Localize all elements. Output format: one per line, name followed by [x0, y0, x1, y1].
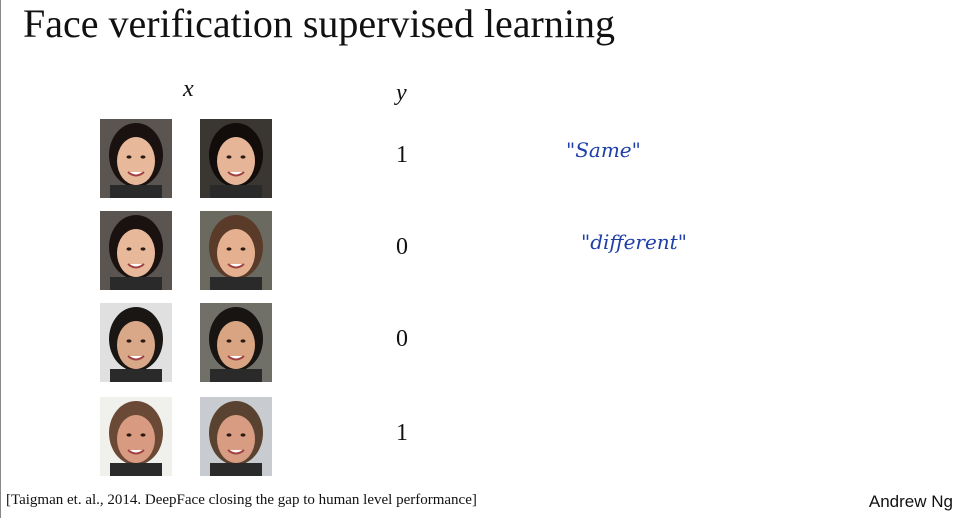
x-header: x — [183, 76, 194, 102]
face-photo — [100, 397, 172, 476]
face-photo — [200, 119, 272, 198]
annotation: "different" — [581, 230, 687, 254]
citation: [Taigman et. al., 2014. DeepFace closing… — [6, 492, 477, 508]
face-photo — [200, 303, 272, 382]
face-photo — [200, 211, 272, 290]
title: Face verification supervised learning — [23, 1, 615, 46]
face-photo — [100, 211, 172, 290]
face-photo — [200, 397, 272, 476]
label-y: 1 — [396, 142, 408, 168]
y-header: y — [396, 80, 407, 106]
annotation: "Same" — [566, 138, 641, 162]
label-y: 0 — [396, 326, 408, 352]
label-y: 1 — [396, 420, 408, 446]
face-photo — [100, 303, 172, 382]
author: Andrew Ng — [868, 492, 953, 511]
label-y: 0 — [396, 234, 408, 260]
face-photo — [100, 119, 172, 198]
